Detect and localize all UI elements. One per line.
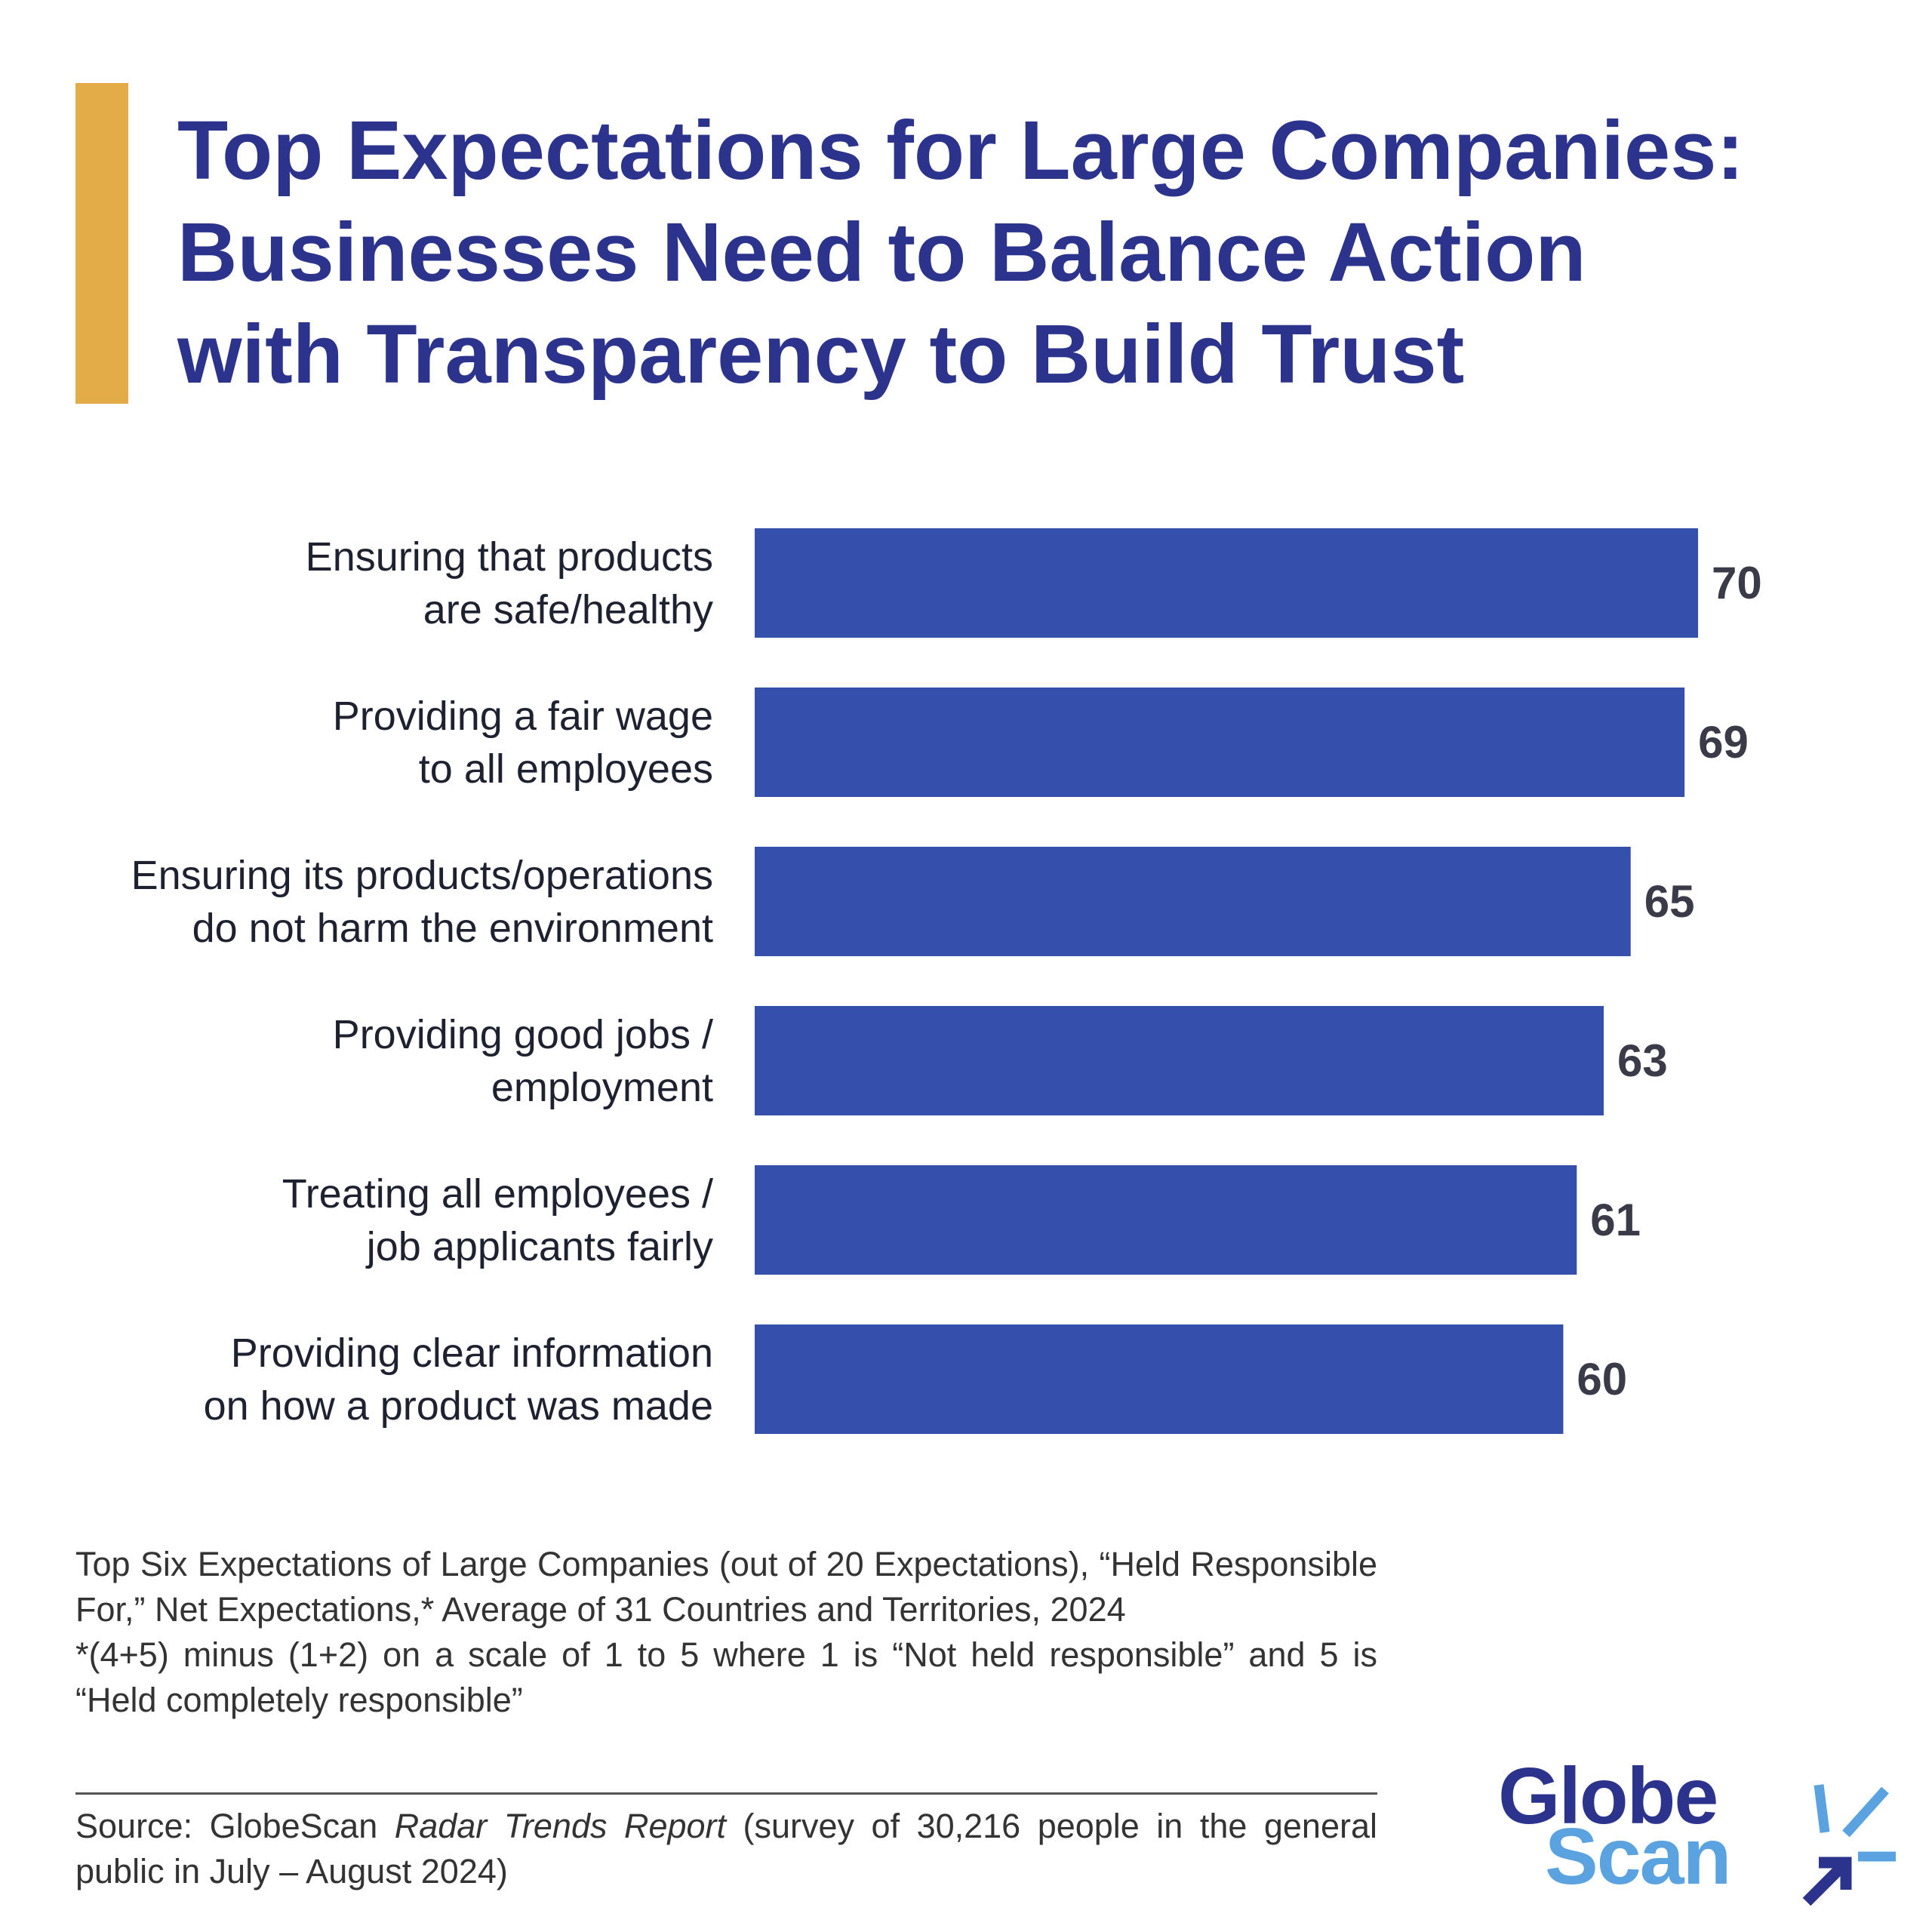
title-line-1: Top Expectations for Large Companies:	[177, 104, 1745, 197]
data-label-5: 60	[1577, 1354, 1627, 1404]
chart-notes: Top Six Expectations of Large Companies …	[75, 1542, 1377, 1723]
chart-title: Top Expectations for Large Companies: Bu…	[177, 100, 1875, 405]
bar-2	[755, 847, 1631, 956]
globescan-logo: Globe Scan	[1498, 1752, 1906, 1909]
logo-burst-icon	[1802, 1784, 1896, 1906]
notes-divider	[75, 1792, 1377, 1795]
title-line-2: Businesses Need to Balance Action	[177, 206, 1586, 299]
source-report-title: Radar Trends Report	[394, 1807, 727, 1845]
title-accent-bar	[75, 83, 128, 404]
bar-5	[755, 1324, 1564, 1434]
logo-text-globe: Globe	[1498, 1752, 1718, 1841]
bar-0	[755, 528, 1698, 638]
source-suffix: (survey of 30,216 people in the general …	[75, 1807, 1377, 1890]
source-note: Source: GlobeScan Radar Trends Report (s…	[75, 1804, 1377, 1894]
data-label-2: 65	[1644, 876, 1695, 927]
title-line-3: with Transparency to Build Trust	[177, 308, 1465, 401]
category-label-1: Providing a fair wage to all employees	[332, 693, 713, 792]
data-label-0: 70	[1712, 558, 1762, 608]
note-line-1: Top Six Expectations of Large Companies …	[75, 1545, 1377, 1629]
bar-4	[755, 1165, 1577, 1275]
data-label-4: 61	[1590, 1195, 1641, 1245]
category-label-3: Providing good jobs / employment	[332, 1011, 713, 1110]
data-label-1: 69	[1698, 717, 1749, 768]
note-line-2: *(4+5) minus (1+2) on a scale of 1 to 5 …	[75, 1635, 1377, 1719]
bar-chart: 70 69 65 63 61 60	[755, 528, 1762, 1434]
category-label-2: Ensuring its products/operations do not …	[131, 852, 713, 951]
category-label-4: Treating all employees / job applicants …	[281, 1171, 713, 1269]
bar-1	[755, 688, 1685, 797]
data-label-3: 63	[1617, 1035, 1668, 1086]
source-prefix: Source: GlobeScan	[75, 1807, 395, 1845]
category-label-0: Ensuring that products are safe/healthy	[305, 534, 713, 632]
category-label-5: Providing clear information on how a pro…	[203, 1330, 713, 1429]
bar-3	[755, 1006, 1604, 1115]
logo-text-scan: Scan	[1545, 1812, 1731, 1901]
